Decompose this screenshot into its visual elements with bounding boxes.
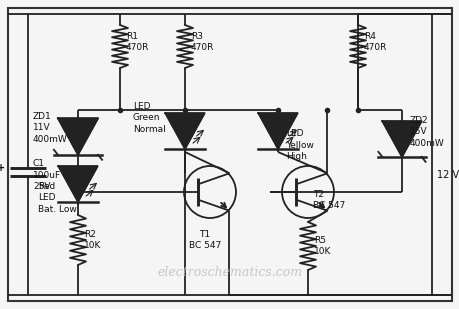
Polygon shape bbox=[381, 121, 421, 157]
Polygon shape bbox=[58, 166, 97, 202]
Text: ZD1
11V
400mW: ZD1 11V 400mW bbox=[33, 112, 67, 144]
Polygon shape bbox=[165, 113, 204, 149]
Text: T2
BC 547: T2 BC 547 bbox=[312, 190, 345, 210]
Text: R4
470R: R4 470R bbox=[363, 32, 386, 52]
Text: Red
LED
Bat. Low: Red LED Bat. Low bbox=[38, 182, 77, 214]
Text: R1
470R: R1 470R bbox=[126, 32, 149, 52]
Text: 12 V BATT: 12 V BATT bbox=[436, 170, 459, 180]
Text: C1
100uF
25V: C1 100uF 25V bbox=[33, 159, 61, 191]
Text: +: + bbox=[0, 163, 5, 173]
Polygon shape bbox=[58, 118, 98, 155]
Text: R3
470R: R3 470R bbox=[190, 32, 214, 52]
Text: electroschematics.com: electroschematics.com bbox=[157, 265, 302, 278]
Text: ZD2
15V
400mW: ZD2 15V 400mW bbox=[409, 116, 444, 148]
Text: T1
BC 547: T1 BC 547 bbox=[189, 230, 221, 250]
Text: R5
10K: R5 10K bbox=[313, 236, 330, 256]
Polygon shape bbox=[258, 113, 297, 149]
Text: R2
10K: R2 10K bbox=[84, 230, 101, 250]
Text: LED
Yellow
High: LED Yellow High bbox=[285, 129, 313, 161]
Text: LED
Green
Normal: LED Green Normal bbox=[133, 102, 165, 133]
